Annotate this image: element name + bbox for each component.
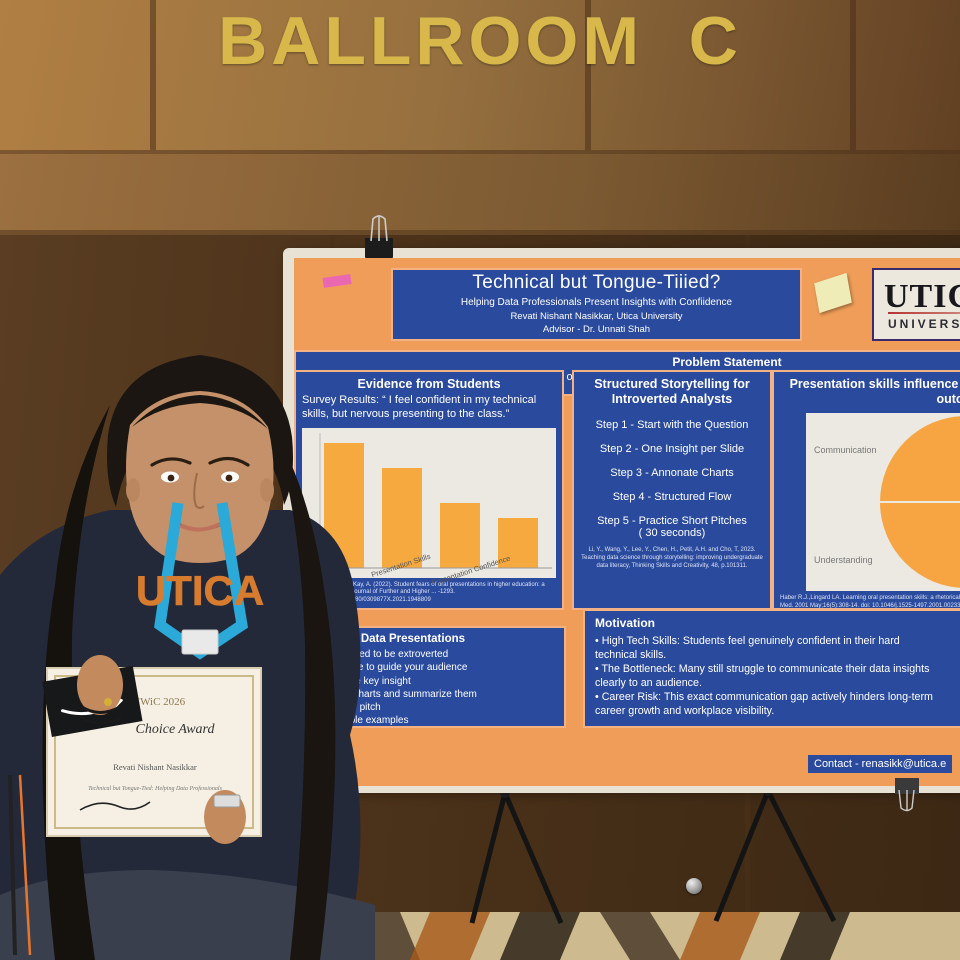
- svg-text:Technical but Tongue-Tied: Hel: Technical but Tongue-Tied: Helping Data …: [88, 785, 222, 792]
- svg-text:Revati Nishant Nasikkar: Revati Nishant Nasikkar: [113, 762, 197, 772]
- svg-text:Choice Award: Choice Award: [136, 722, 216, 737]
- svg-text:UTICA: UTICA: [136, 567, 264, 614]
